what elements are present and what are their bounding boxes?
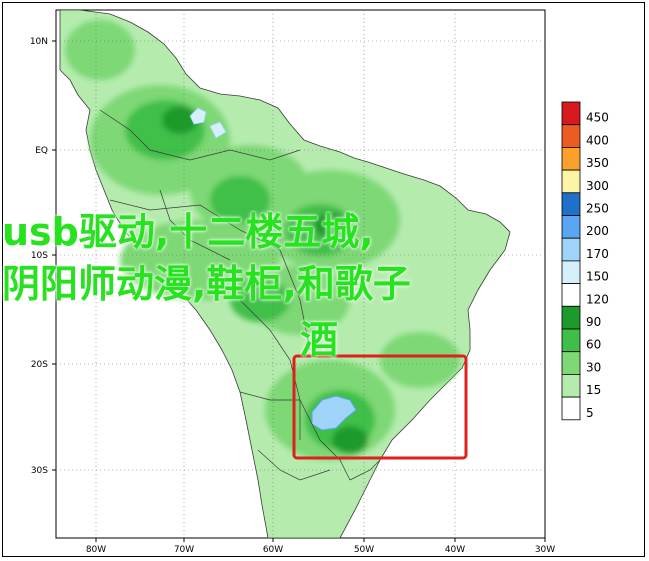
lat-label: 30S [31, 466, 48, 476]
lon-label: 70W [174, 545, 194, 555]
legend-swatch [561, 146, 581, 171]
legend-swatch [561, 351, 581, 375]
lon-label: 60W [263, 545, 283, 555]
legend-label: 150 [586, 270, 609, 284]
legend-label: 450 [586, 111, 609, 125]
heavy-rain-area [311, 395, 357, 431]
lat-label: EQ [35, 146, 48, 156]
color-legend: 450 400 350 300 250 200 170 150 120 90 60 30 15 5 [561, 101, 609, 421]
legend-label: 15 [586, 383, 601, 397]
legend-swatch [561, 373, 581, 398]
legend-swatch [561, 396, 581, 421]
legend-label: 350 [586, 156, 609, 170]
longitude-axis: 80W 70W 60W 50W 40W 30W [86, 538, 555, 555]
legend-label: 90 [586, 315, 601, 329]
lon-label: 80W [86, 545, 106, 555]
lat-label: 20S [31, 360, 48, 370]
legend-label: 170 [586, 247, 609, 261]
legend-label: 200 [586, 224, 609, 238]
overlay-text-line-1: usb驱动,十二楼五城, [2, 210, 374, 254]
lon-label: 30W [535, 545, 555, 555]
lat-label: 10S [31, 251, 48, 261]
legend-label: 120 [586, 292, 609, 306]
lon-label: 40W [445, 545, 465, 555]
legend-swatch [561, 305, 581, 330]
legend-label: 250 [586, 202, 609, 216]
legend-swatch [561, 169, 581, 194]
legend-label: 60 [586, 338, 601, 352]
legend-label: 30 [586, 360, 601, 374]
legend-swatch [561, 328, 581, 353]
legend-label: 400 [586, 133, 609, 147]
legend-swatch [561, 124, 581, 148]
legend-label: 5 [586, 406, 594, 420]
lat-label: 10N [30, 37, 48, 47]
latitude-axis: 10N EQ 10S 20S 30S [30, 37, 56, 476]
legend-swatch [561, 101, 581, 126]
lon-label: 50W [354, 545, 374, 555]
overlay-text-line-3: 酒 [300, 318, 339, 362]
legend-label: 300 [586, 179, 609, 193]
highlight-box [292, 354, 468, 460]
overlay-text-line-2: 阴阳师动漫,鞋柜,和歌子 [2, 262, 411, 306]
